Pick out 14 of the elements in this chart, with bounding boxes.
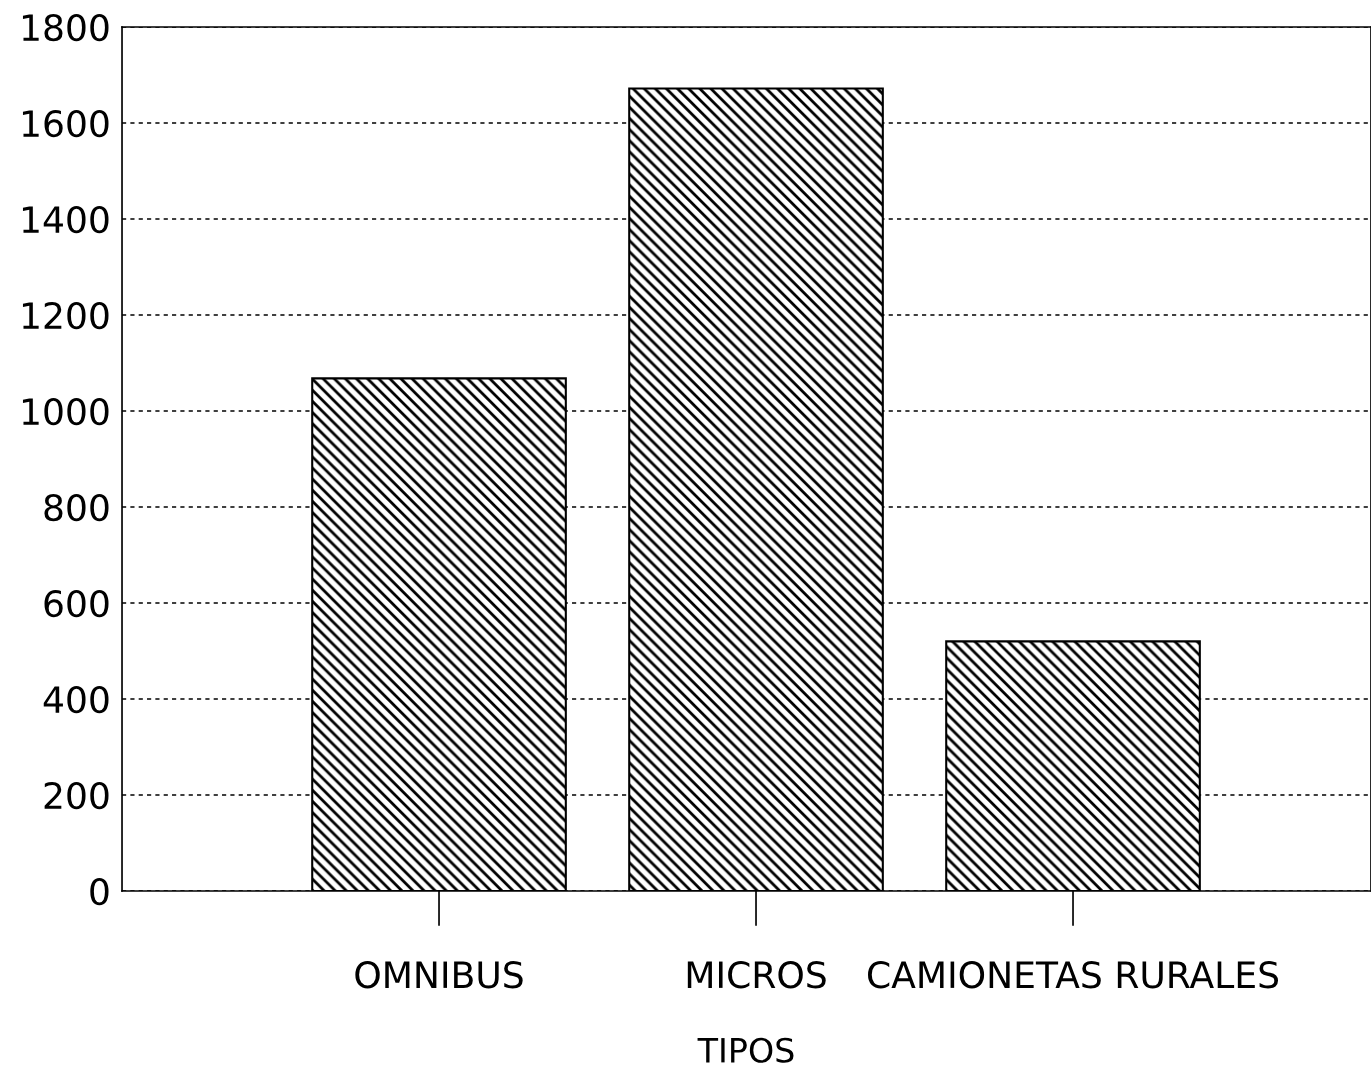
y-tick-label: 1200 [22,301,109,330]
x-tick-label: CAMIONETAS RURALES [868,961,1279,989]
y-tick-label: 1800 [22,13,109,42]
y-tick-label: 0 [90,877,109,906]
y-tick-label: 800 [44,493,109,522]
y-tick-label: 600 [44,589,109,618]
x-axis-title: TIPOS [697,1037,794,1063]
y-tick-label: 1400 [22,205,109,234]
x-tick-label: OMNIBUS [355,961,523,989]
y-tick-label: 1600 [22,109,109,138]
y-tick-label: 400 [43,685,109,714]
y-tick-label: 200 [44,781,109,810]
x-tick-label: MICROS [687,961,826,989]
y-tick-label: 1000 [22,397,109,426]
